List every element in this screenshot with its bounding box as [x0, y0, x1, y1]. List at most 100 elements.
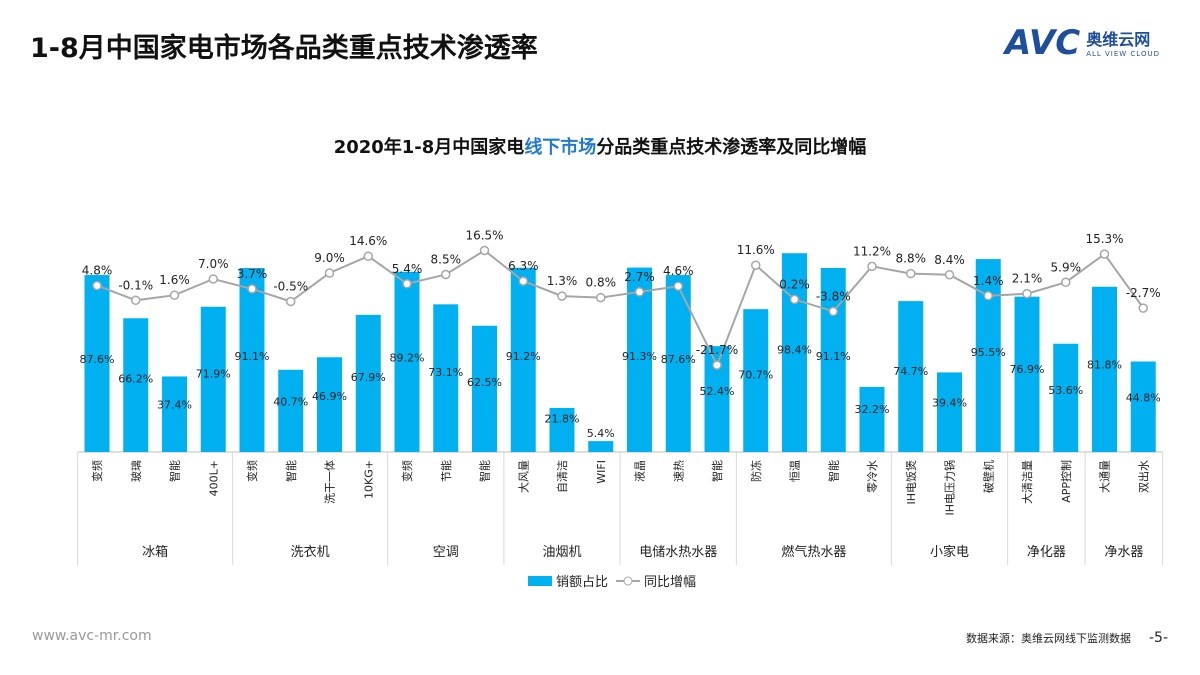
yoy-label: 5.9% — [1051, 260, 1082, 274]
page-title: 1-8月中国家电市场各品类重点技术渗透率 — [30, 33, 538, 64]
yoy-label: 9.0% — [314, 251, 345, 265]
yoy-label: 0.2% — [779, 277, 810, 291]
bar — [859, 386, 885, 452]
yoy-point — [557, 291, 567, 301]
yoy-label: 14.6% — [349, 234, 387, 248]
yoy-point — [867, 261, 877, 272]
legend-line-marker — [623, 576, 633, 586]
yoy-point — [479, 245, 490, 256]
yoy-label: 4.6% — [663, 264, 694, 278]
yoy-label: 3.7% — [237, 267, 268, 281]
x-tick-label: 10KG+ — [362, 460, 375, 499]
yoy-label: -21.7% — [696, 343, 738, 357]
bar — [394, 271, 420, 452]
chart-title-part: 分品类重点技术渗透率及同比增幅 — [596, 137, 867, 158]
bar-label: 89.2% — [390, 352, 425, 365]
website: www.avc-mr.com — [32, 628, 152, 644]
bar — [123, 318, 149, 452]
bar-label: 37.4% — [157, 398, 192, 411]
x-tick-label: 变频 — [245, 460, 259, 482]
bar-label: 46.9% — [312, 390, 347, 403]
yoy-point — [906, 268, 916, 279]
yoy-label: -2.7% — [1126, 286, 1161, 300]
yoy-label: 1.3% — [547, 274, 578, 288]
logo-en: ALL VIEW CLOUD — [1086, 50, 1160, 58]
bar — [239, 267, 265, 452]
legend-line-label: 同比增幅 — [644, 575, 696, 590]
yoy-point — [247, 284, 257, 294]
yoy-label: 11.6% — [737, 243, 775, 257]
bar-label: 40.7% — [273, 395, 308, 408]
legend-bar-swatch — [528, 576, 552, 586]
bar — [898, 301, 924, 452]
bar-label: 52.4% — [700, 385, 735, 398]
bar-label: 70.7% — [738, 368, 773, 381]
bar — [937, 372, 962, 452]
yoy-point — [789, 294, 800, 305]
x-tick-label: 400L+ — [207, 460, 220, 496]
bar-label: 98.4% — [777, 343, 812, 356]
x-tick-label: 智能 — [284, 460, 298, 482]
bar-label: 39.4% — [932, 397, 967, 410]
group-label: 净化器 — [1027, 545, 1066, 560]
page-number: -5- — [1148, 630, 1168, 646]
avc-logo: AVC 奥维云网 ALL VIEW CLOUD — [1005, 26, 1160, 60]
source-text: 数据来源：奥维云网线下监测数据 — [965, 632, 1131, 645]
bar — [1053, 343, 1079, 452]
yoy-point — [324, 268, 335, 278]
bar-label: 53.6% — [1048, 384, 1083, 397]
yoy-label: 1.4% — [973, 274, 1004, 288]
x-tick-label: 变频 — [90, 460, 104, 482]
x-tick-label: IH电饭煲 — [905, 460, 918, 505]
x-tick-label: 自清洁 — [556, 460, 569, 493]
yoy-label: 6.3% — [508, 259, 539, 273]
bar-label: 71.9% — [196, 367, 231, 380]
source-note: 数据来源：奥维云网线下监测数据 -5- — [966, 630, 1168, 646]
yoy-label: 4.8% — [82, 264, 113, 278]
yoy-point — [518, 276, 528, 286]
bar — [200, 306, 226, 452]
yoy-point — [1138, 303, 1148, 313]
group-label: 冰箱 — [142, 544, 168, 560]
yoy-point — [828, 306, 838, 317]
bar — [472, 325, 497, 452]
x-tick-label: IH电压力锅 — [944, 460, 957, 516]
bar — [84, 275, 110, 452]
yoy-point — [208, 274, 218, 284]
yoy-point — [1099, 249, 1110, 259]
yoy-label: 2.1% — [1012, 272, 1043, 286]
yoy-label: 15.3% — [1085, 232, 1123, 246]
yoy-label: 7.0% — [198, 257, 229, 271]
x-tick-label: 变频 — [400, 460, 414, 482]
bar-label: 67.9% — [351, 371, 386, 384]
x-tick-label: 双出水 — [1136, 460, 1150, 493]
yoy-point — [169, 290, 180, 300]
bar-label: 62.5% — [467, 376, 502, 389]
bar-label: 95.5% — [971, 346, 1006, 359]
bar — [278, 369, 304, 452]
group-label: 电储水热水器 — [639, 545, 717, 560]
group-label: 空调 — [433, 545, 459, 560]
x-tick-label: 智能 — [710, 460, 724, 482]
yoy-label: 16.5% — [465, 229, 503, 243]
bar-label: 91.2% — [506, 350, 541, 363]
bar — [433, 304, 459, 452]
bar — [510, 267, 536, 452]
yoy-label: 1.6% — [159, 273, 190, 287]
bar — [1092, 286, 1117, 452]
x-tick-label: 破壁机 — [981, 460, 995, 493]
group-label: 小家电 — [930, 544, 969, 560]
chart-title-highlight: 线下市场 — [524, 137, 597, 158]
bar — [782, 253, 807, 452]
bar-label: 5.4% — [587, 427, 615, 440]
bar-label: 74.7% — [893, 365, 928, 378]
bar-label: 76.9% — [1010, 363, 1045, 376]
bar — [743, 309, 769, 452]
yoy-point — [286, 296, 296, 307]
x-tick-label: 大通量 — [1098, 460, 1112, 493]
x-tick-label: 速热 — [672, 460, 685, 482]
group-label: 燃气热水器 — [781, 544, 846, 560]
x-tick-label: 恒温 — [789, 460, 802, 482]
x-tick-label: 节能 — [439, 460, 453, 482]
